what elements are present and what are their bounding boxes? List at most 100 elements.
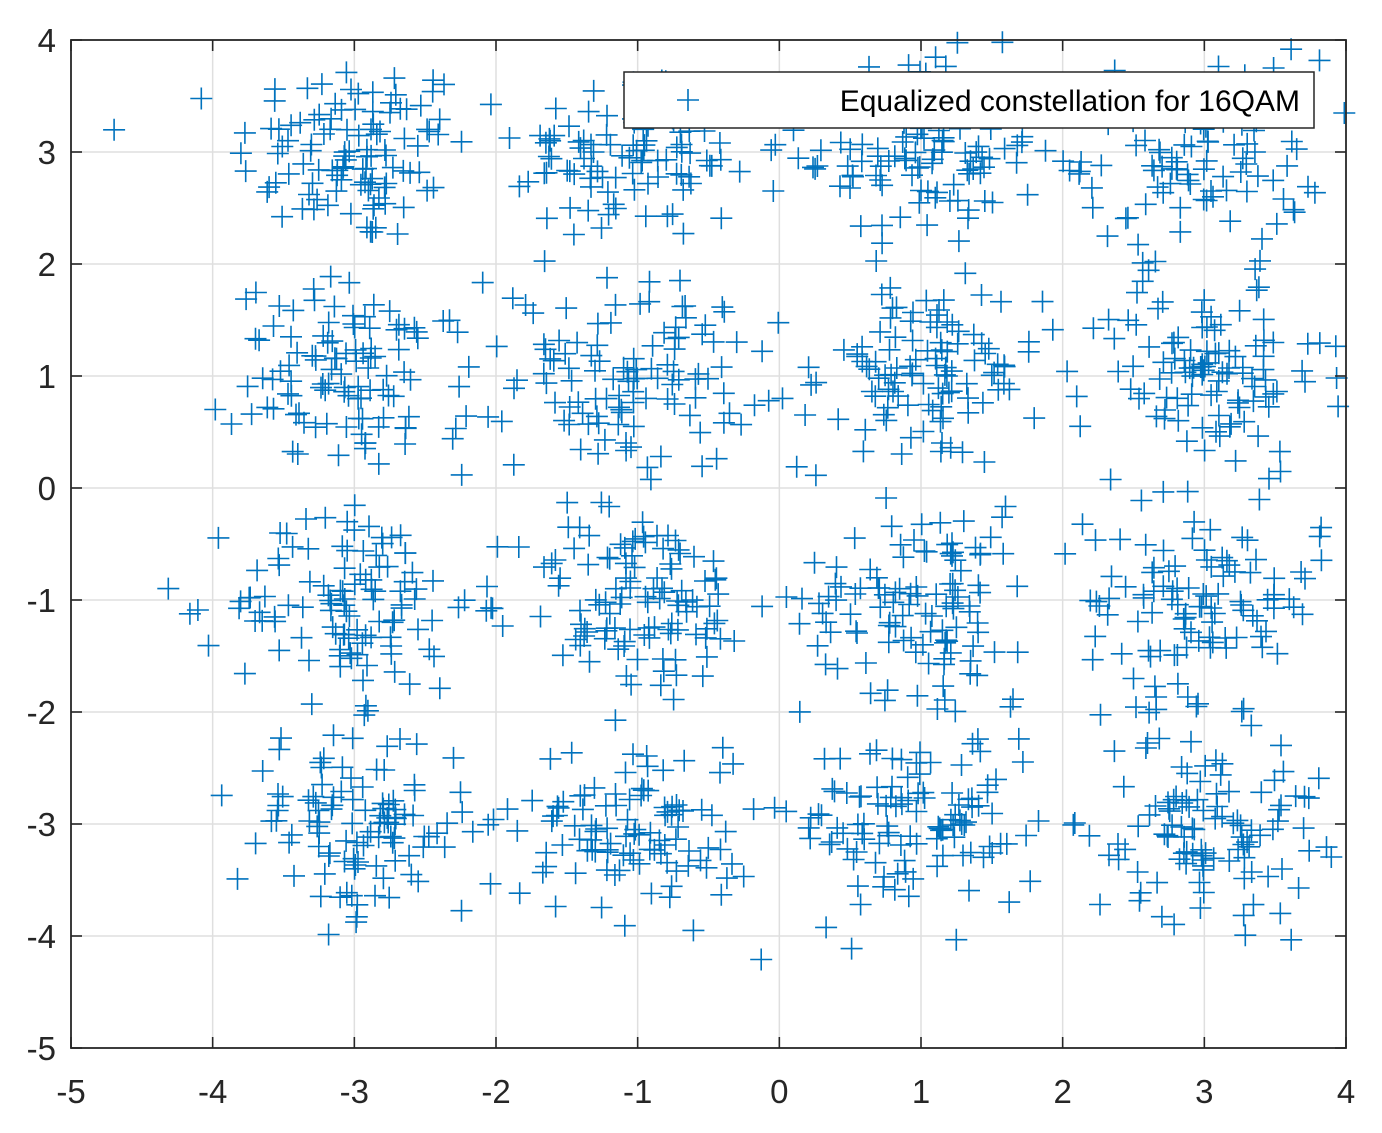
data-point	[390, 597, 413, 620]
data-point	[991, 506, 1014, 529]
data-point	[899, 426, 922, 449]
data-point	[945, 616, 968, 639]
data-point	[662, 688, 685, 711]
data-point	[775, 586, 798, 608]
data-point	[352, 540, 375, 562]
data-point	[823, 780, 846, 803]
data-point	[679, 142, 702, 165]
data-point	[952, 510, 975, 533]
data-point	[929, 511, 952, 534]
data-point	[622, 347, 645, 370]
data-point	[455, 405, 478, 428]
data-point	[438, 309, 461, 332]
data-point	[395, 98, 418, 121]
data-point	[925, 583, 948, 606]
data-point	[1138, 701, 1161, 724]
data-point	[1163, 347, 1186, 370]
data-point	[962, 635, 985, 658]
data-point	[875, 794, 898, 817]
data-point	[403, 588, 426, 610]
data-point	[1261, 818, 1284, 841]
data-point	[636, 755, 659, 778]
data-point	[1070, 151, 1093, 173]
data-point	[821, 777, 844, 800]
data-point	[343, 316, 366, 339]
data-point	[590, 217, 613, 239]
data-point	[1117, 309, 1140, 332]
data-point	[356, 654, 378, 677]
data-point	[333, 850, 356, 873]
data-point	[1269, 460, 1292, 483]
data-point	[555, 297, 578, 320]
data-point	[929, 331, 952, 354]
data-point	[282, 299, 305, 322]
data-point	[687, 362, 710, 385]
data-point	[1310, 549, 1333, 572]
data-point	[952, 844, 974, 867]
data-point	[950, 754, 973, 776]
data-point	[479, 872, 502, 895]
data-point	[785, 455, 808, 478]
data-point	[1262, 331, 1285, 354]
data-point	[928, 299, 950, 321]
data-point	[866, 776, 889, 799]
data-point	[1245, 548, 1267, 571]
y-tick-label: 0	[38, 470, 56, 507]
data-point	[354, 694, 377, 717]
data-point	[280, 114, 303, 137]
data-point	[873, 689, 896, 712]
data-point	[1249, 824, 1272, 847]
data-point	[1228, 396, 1251, 419]
data-point	[972, 846, 995, 869]
data-point	[931, 382, 954, 405]
data-point	[1054, 542, 1077, 565]
data-point	[1027, 810, 1050, 832]
data-point	[622, 391, 645, 414]
data-point	[355, 157, 377, 180]
data-point	[1280, 130, 1303, 153]
data-point	[567, 130, 590, 153]
data-point	[844, 583, 867, 605]
data-point	[1134, 193, 1157, 216]
data-point	[1232, 697, 1255, 720]
data-point	[878, 338, 901, 361]
data-point	[926, 698, 949, 720]
data-point	[927, 815, 950, 838]
data-point	[311, 373, 334, 395]
data-point	[930, 141, 953, 164]
data-point	[913, 127, 935, 150]
data-point	[652, 759, 675, 782]
data-point	[418, 120, 441, 143]
data-point	[819, 621, 842, 644]
data-point	[667, 368, 690, 391]
data-point	[577, 199, 600, 222]
data-point	[1177, 394, 1200, 417]
data-point	[914, 602, 937, 625]
data-point	[461, 820, 484, 843]
data-point	[320, 358, 343, 381]
data-point	[653, 834, 676, 856]
data-point	[646, 567, 669, 589]
data-point	[949, 559, 972, 582]
data-point	[1192, 881, 1215, 904]
data-point	[757, 389, 780, 412]
data-point	[490, 410, 513, 433]
data-point	[635, 387, 657, 410]
data-point	[382, 385, 405, 408]
data-point	[962, 323, 985, 346]
data-point	[310, 376, 332, 399]
data-point	[296, 77, 319, 100]
data-point	[1096, 603, 1119, 626]
data-point	[1034, 139, 1057, 162]
data-point	[1007, 727, 1030, 750]
data-point	[1142, 556, 1165, 579]
data-point	[943, 826, 966, 849]
data-point	[360, 626, 383, 649]
data-point	[1122, 355, 1145, 378]
data-point	[641, 334, 664, 357]
data-point	[502, 453, 525, 476]
data-point	[300, 133, 323, 156]
data-point	[301, 172, 324, 195]
data-point	[486, 535, 509, 558]
data-point	[258, 176, 281, 199]
